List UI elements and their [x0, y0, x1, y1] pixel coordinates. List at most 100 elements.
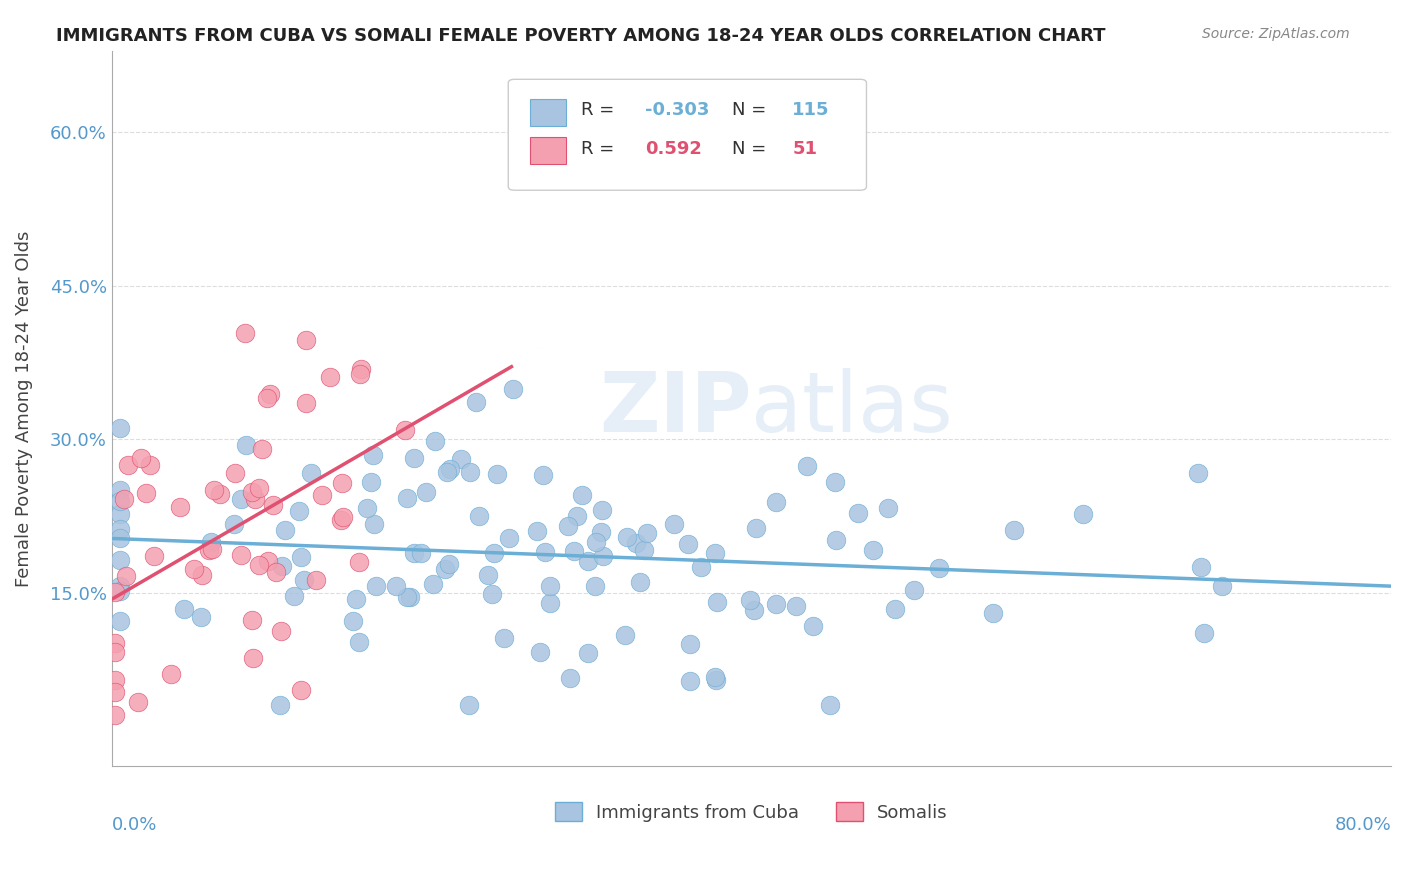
Point — [305, 573, 328, 587]
Point — [576, 646, 599, 660]
Point — [877, 500, 900, 515]
Point — [229, 492, 252, 507]
Point — [1211, 579, 1233, 593]
Point — [458, 698, 481, 712]
Point — [1189, 560, 1212, 574]
Point — [190, 610, 212, 624]
Point — [801, 618, 824, 632]
Point — [191, 568, 214, 582]
Point — [529, 644, 551, 658]
Point — [562, 543, 585, 558]
Point — [571, 488, 593, 502]
Point — [235, 438, 257, 452]
Point — [411, 545, 433, 559]
Point — [104, 636, 127, 650]
Point — [347, 635, 370, 649]
Text: 51: 51 — [792, 140, 817, 158]
Point — [104, 645, 127, 659]
Point — [356, 501, 378, 516]
Point — [332, 510, 354, 524]
Point — [706, 595, 728, 609]
Point — [202, 483, 225, 497]
Point — [1192, 626, 1215, 640]
Point — [138, 458, 160, 472]
Point — [257, 554, 280, 568]
Point — [433, 562, 456, 576]
FancyBboxPatch shape — [530, 99, 565, 126]
Point — [477, 568, 499, 582]
Text: atlas: atlas — [751, 368, 953, 449]
Point — [256, 392, 278, 406]
Point — [679, 637, 702, 651]
Point — [127, 695, 149, 709]
Point — [468, 508, 491, 523]
Point — [422, 576, 444, 591]
Text: 0.0%: 0.0% — [111, 816, 157, 834]
Point — [135, 486, 157, 500]
Point — [633, 543, 655, 558]
Text: N =: N = — [733, 140, 772, 158]
Text: IMMIGRANTS FROM CUBA VS SOMALI FEMALE POVERTY AMONG 18-24 YEAR OLDS CORRELATION : IMMIGRANTS FROM CUBA VS SOMALI FEMALE PO… — [56, 27, 1105, 45]
Point — [142, 549, 165, 563]
Point — [292, 573, 315, 587]
Point — [396, 491, 419, 505]
Point — [247, 481, 270, 495]
Point — [396, 591, 419, 605]
Point — [439, 557, 461, 571]
Point — [486, 467, 509, 481]
Point — [233, 326, 256, 341]
Point — [259, 387, 281, 401]
Point — [131, 451, 153, 466]
Point — [344, 592, 367, 607]
Point — [557, 519, 579, 533]
Point — [108, 531, 131, 545]
Point — [197, 543, 219, 558]
Point — [423, 434, 446, 448]
Point — [439, 462, 461, 476]
Point — [262, 498, 284, 512]
Point — [846, 506, 869, 520]
Point — [820, 698, 842, 712]
Point — [108, 494, 131, 508]
Point — [704, 546, 727, 560]
Text: N =: N = — [733, 101, 772, 119]
Point — [903, 583, 925, 598]
Point — [613, 628, 636, 642]
Point — [1071, 507, 1094, 521]
Point — [361, 448, 384, 462]
Point — [364, 579, 387, 593]
Point — [534, 545, 557, 559]
Point — [240, 613, 263, 627]
Point — [295, 333, 318, 347]
Point — [243, 492, 266, 507]
Point — [415, 485, 437, 500]
Point — [676, 537, 699, 551]
Point — [465, 395, 488, 409]
Point — [492, 631, 515, 645]
Point — [481, 587, 503, 601]
Point — [270, 624, 292, 639]
Point — [269, 698, 291, 712]
Point — [1002, 523, 1025, 537]
Text: 0.592: 0.592 — [645, 140, 702, 158]
Point — [287, 504, 309, 518]
Point — [349, 555, 371, 569]
Point — [402, 546, 425, 560]
Point — [264, 565, 287, 579]
Point — [108, 614, 131, 628]
Point — [159, 667, 181, 681]
Text: ZIP: ZIP — [599, 368, 751, 449]
Point — [796, 458, 818, 473]
Point — [706, 673, 728, 688]
Point — [662, 516, 685, 531]
Point — [270, 559, 292, 574]
Point — [350, 362, 373, 376]
Point — [173, 602, 195, 616]
Point — [224, 466, 246, 480]
Point — [222, 517, 245, 532]
Point — [703, 670, 725, 684]
Point — [108, 583, 131, 598]
Point — [363, 516, 385, 531]
Point — [115, 569, 138, 583]
Point — [538, 596, 561, 610]
